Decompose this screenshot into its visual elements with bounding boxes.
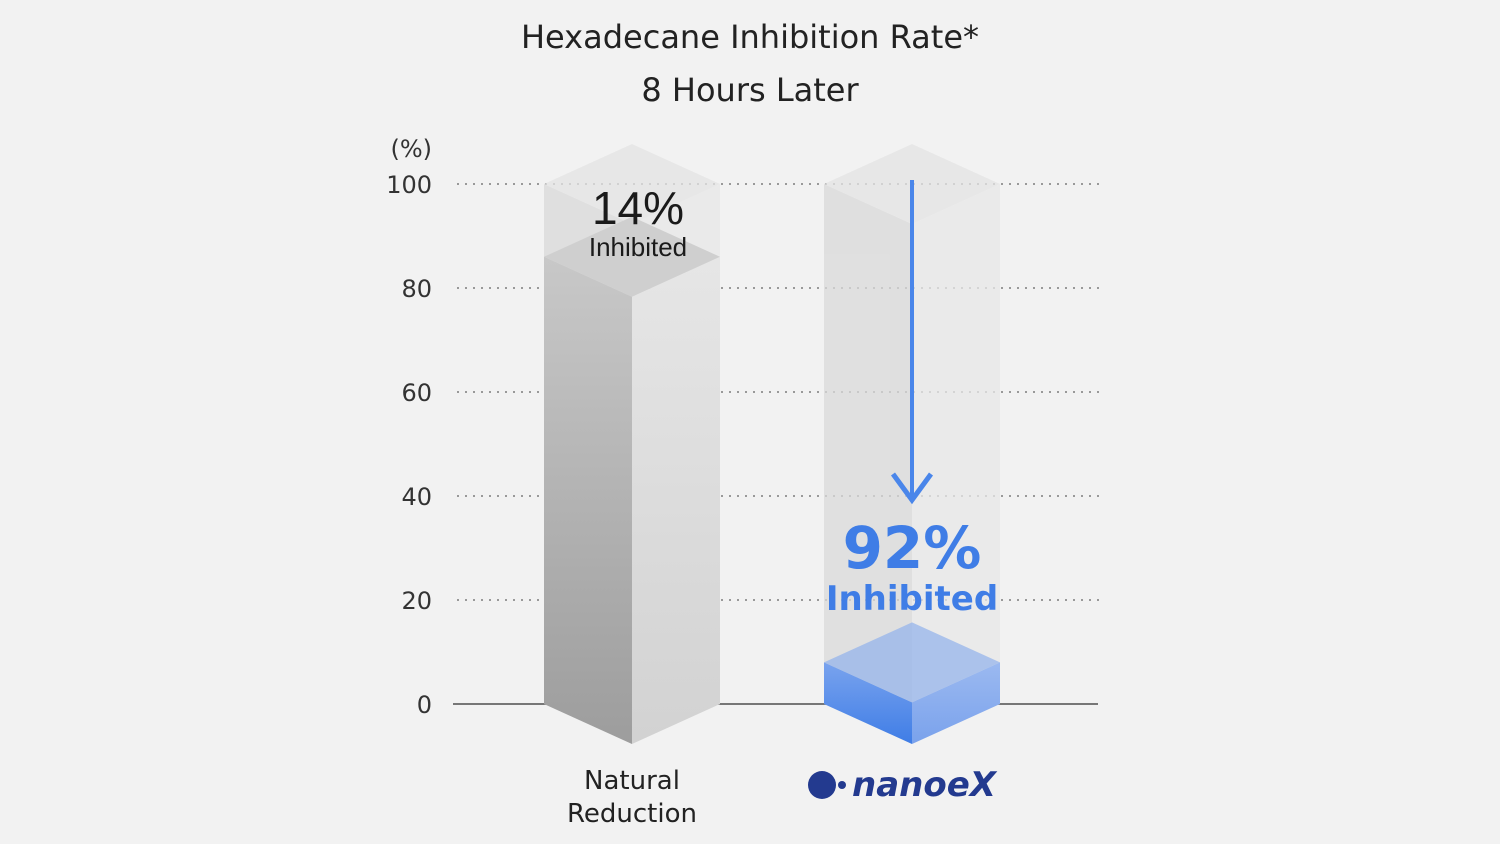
- category-label: Reduction: [567, 799, 697, 829]
- annotation-value: 92%: [843, 514, 982, 582]
- nanoex-logo: nanoeX: [808, 765, 998, 805]
- annotation-value: 14%: [592, 182, 684, 234]
- bar-nanoe-right-face: [912, 662, 1000, 744]
- y-tick-label: 0: [417, 691, 432, 719]
- bar-nanoe: [824, 622, 1000, 744]
- bar-ghost-left-face: [824, 184, 912, 744]
- bar-nanoe-left-face: [824, 662, 912, 744]
- y-axis-label: (%): [390, 135, 432, 163]
- arrow-head-icon: [890, 472, 934, 505]
- y-tick-label: 60: [401, 379, 432, 407]
- y-tick-label: 20: [401, 587, 432, 615]
- logo-mark-icon: [808, 771, 836, 799]
- bar-nanoe-top-face: [824, 622, 1000, 703]
- chart-subtitle: 8 Hours Later: [641, 71, 859, 109]
- bar-natural: [544, 216, 720, 744]
- category-label: Natural: [584, 766, 680, 796]
- y-tick-label: 100: [386, 171, 432, 199]
- bar-natural-top-face: [544, 216, 720, 297]
- bar-natural-right-face: [632, 256, 720, 744]
- bar-ghost-right-face: [912, 184, 1000, 744]
- bar-ghost-top-face: [544, 144, 720, 224]
- category-label-natural: Natural Reduction: [567, 766, 697, 829]
- y-tick-label: 40: [401, 483, 432, 511]
- category-label-nanoex: nanoeX: [852, 765, 998, 805]
- annotation-text: Inhibited: [826, 579, 998, 619]
- logo-dot-icon: [838, 781, 846, 789]
- bar-natural-left-face: [544, 256, 632, 744]
- y-tick-label: 80: [401, 275, 432, 303]
- chart-title: Hexadecane Inhibition Rate*: [521, 18, 979, 56]
- annotation-text: Inhibited: [589, 232, 687, 262]
